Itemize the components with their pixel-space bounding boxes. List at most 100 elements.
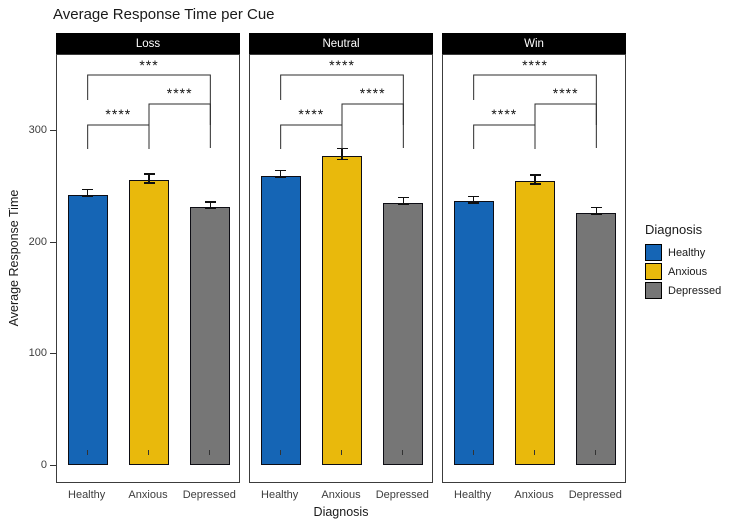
y-tick-label: 100 [28, 347, 47, 360]
bar-depressed [190, 207, 231, 465]
facet-win: Win **** **** **** [442, 33, 626, 483]
legend-swatch-depressed [645, 282, 662, 299]
significance-stars: **** [491, 106, 517, 122]
bar-anxious [322, 155, 362, 465]
error-bar-cap [82, 188, 94, 191]
error-bar [209, 202, 212, 210]
significance-bracket [473, 74, 597, 125]
legend: Diagnosis Healthy Anxious Depressed [645, 222, 721, 301]
error-bar [86, 190, 89, 198]
bar-healthy [453, 201, 494, 465]
x-tick-mark [595, 450, 597, 455]
legend-label-healthy: Healthy [668, 246, 706, 259]
error-bar-cap [143, 182, 155, 184]
significance-stars: **** [329, 57, 355, 73]
facet-neutral: Neutral **** **** **** [249, 33, 433, 483]
bar-healthy [260, 175, 301, 465]
x-tick-label: Healthy [68, 489, 106, 501]
y-tick-label: 300 [28, 124, 47, 136]
x-tick-label: Healthy [261, 489, 299, 501]
significance-stars: **** [298, 106, 324, 122]
error-bar-cap [82, 195, 94, 198]
error-bar [534, 175, 536, 185]
significance-stars: **** [167, 85, 193, 101]
facet-panel-loss: **** **** *** [56, 54, 240, 483]
significance-bracket [87, 74, 211, 125]
error-bar [472, 197, 475, 204]
error-bar-cap [529, 183, 541, 185]
y-tick-mark [50, 465, 56, 466]
significance-bracket [148, 103, 211, 148]
legend-swatch-anxious [645, 263, 662, 280]
x-tick-mark [279, 450, 281, 455]
x-axis-title: Diagnosis [313, 505, 369, 519]
error-bar-cap [204, 207, 216, 210]
error-bar-cap [143, 173, 155, 175]
bar-anxious [515, 181, 555, 465]
significance-stars: **** [553, 85, 579, 101]
error-bar-cap [275, 169, 287, 172]
x-tick-mark [402, 450, 404, 455]
legend-label-anxious: Anxious [668, 265, 708, 278]
bar-anxious [129, 180, 169, 465]
error-bar-cap [397, 203, 409, 205]
error-bar-cap [275, 176, 287, 179]
x-tick-label: Depressed [375, 489, 429, 501]
legend-swatch-healthy [645, 244, 662, 261]
bar-depressed [576, 212, 617, 465]
x-tick-label: Healthy [454, 489, 492, 501]
facet-panel-neutral: **** **** **** [249, 54, 433, 483]
legend-item-depressed: Depressed [645, 282, 721, 299]
facet-strip-win: Win [442, 33, 626, 54]
y-axis-title: Average Response Time [7, 189, 21, 327]
x-tick-mark [472, 450, 474, 455]
x-tick-mark [148, 450, 149, 455]
chart-title: Average Response Time per Cue [53, 6, 275, 23]
significance-brackets: **** **** **** [280, 57, 404, 149]
error-bar [148, 174, 150, 184]
error-bar-cap [590, 213, 602, 215]
error-bar-cap [336, 158, 348, 161]
significance-stars: **** [522, 57, 548, 73]
legend-item-anxious: Anxious [645, 263, 721, 280]
error-bar-cap [529, 174, 541, 176]
error-bar-cap [590, 206, 602, 209]
significance-brackets: *********** [87, 57, 211, 149]
error-bar [402, 198, 405, 205]
error-bar-cap [204, 201, 216, 203]
y-tick-mark [50, 241, 56, 243]
bar-healthy [67, 194, 108, 465]
x-tick-mark [341, 450, 342, 455]
error-bar [595, 208, 598, 215]
error-bar-cap [468, 202, 480, 204]
facet-strip-neutral: Neutral [249, 33, 433, 54]
x-tick-mark [86, 450, 88, 455]
significance-brackets: **** **** **** [473, 57, 597, 149]
y-tick-label: 0 [40, 459, 47, 471]
significance-bracket [534, 103, 597, 148]
facet-loss: Loss **** **** *** [56, 33, 240, 483]
y-tick-mark [50, 353, 56, 355]
legend-title: Diagnosis [645, 222, 703, 237]
facet-strip-loss: Loss [56, 33, 240, 54]
legend-label-depressed: Depressed [668, 284, 722, 297]
significance-bracket [280, 124, 343, 149]
y-tick-label: 200 [28, 235, 47, 248]
error-bar-cap [468, 195, 480, 198]
error-bar [341, 149, 343, 161]
legend-item-healthy: Healthy [645, 244, 721, 261]
error-bar-cap [397, 196, 409, 199]
bar-depressed [383, 202, 424, 465]
x-tick-label: Anxious [514, 489, 554, 501]
x-tick-label: Depressed [182, 489, 236, 501]
significance-bracket [280, 74, 404, 125]
x-tick-mark [209, 450, 211, 455]
y-tick-mark [50, 130, 56, 131]
significance-stars: *** [139, 57, 158, 73]
significance-bracket [341, 103, 404, 148]
x-tick-label: Depressed [568, 489, 622, 501]
error-bar [279, 171, 282, 179]
x-tick-label: Anxious [128, 489, 168, 501]
significance-bracket [473, 124, 536, 149]
